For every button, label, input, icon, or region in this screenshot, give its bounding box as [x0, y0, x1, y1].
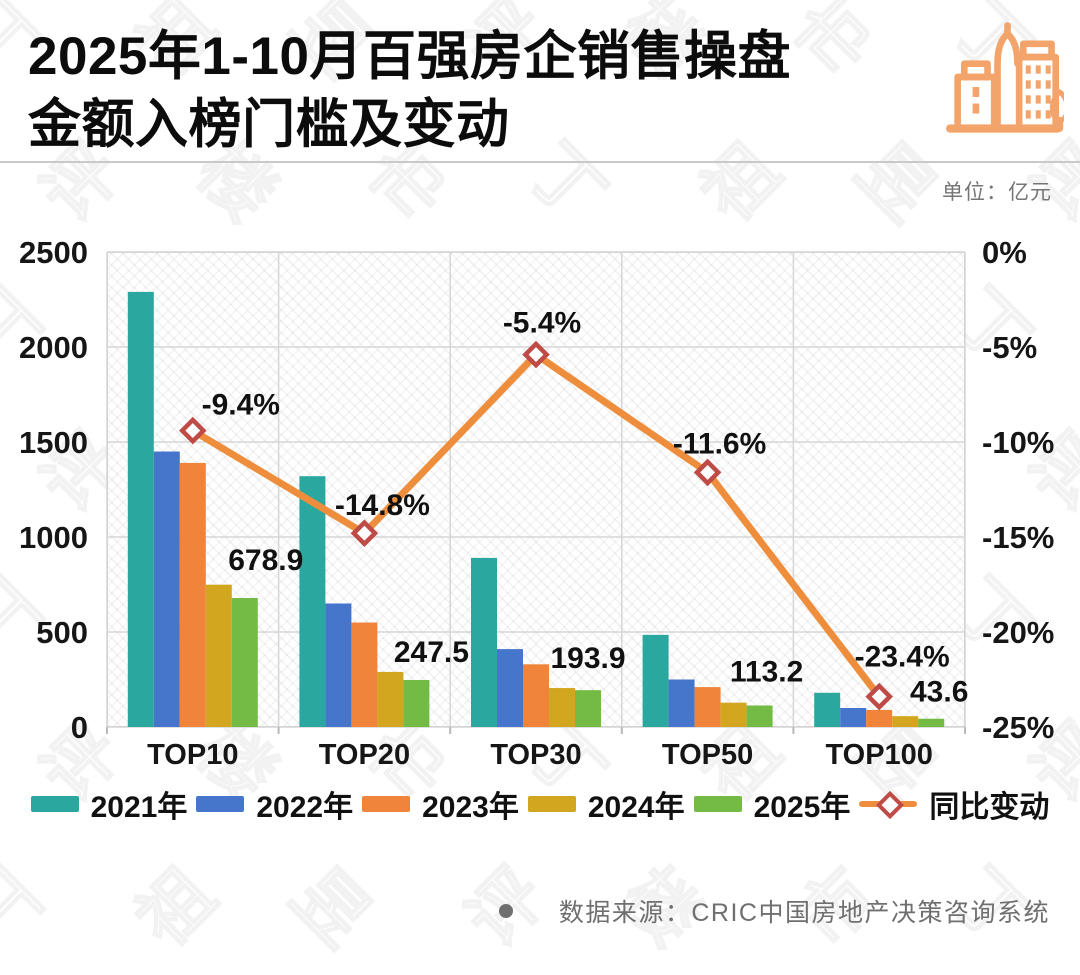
bar-value-label-top10: 678.9: [228, 544, 303, 577]
bar-top100-2023年: [866, 709, 893, 727]
legend-item-同比变动: 同比变动: [859, 782, 1049, 826]
x-axis-label-top100: TOP100: [825, 739, 932, 771]
bar-top50-2023年: [694, 687, 721, 727]
bar-top20-2023年: [351, 622, 378, 727]
bar-top50-2022年: [668, 679, 695, 727]
bar-value-label-top20: 247.5: [394, 636, 469, 669]
legend-swatch-icon: [196, 796, 245, 812]
watermark-glyph: 祖: [122, 853, 231, 962]
legend-swatch-icon: [693, 796, 742, 812]
y-axis-left-tick-5: 0: [71, 710, 88, 745]
bar-value-label-top50: 113.2: [730, 655, 803, 688]
bar-top100-2022年: [840, 708, 867, 727]
y-axis-left-tick-2: 1500: [19, 425, 88, 460]
legend-label: 2024年: [587, 791, 685, 824]
legend-diamond-icon: [876, 790, 905, 820]
page-title-line-2: 金额入榜门槛及变动: [28, 95, 510, 154]
x-axis-label-top10: TOP10: [147, 739, 238, 771]
yoy-label-top30: -5.4%: [503, 307, 581, 340]
y-axis-right-tick-0: 0%: [982, 235, 1027, 270]
legend-item-2021年: 2021年: [30, 782, 188, 826]
bar-top50-2024年: [720, 702, 747, 727]
y-axis-left-tick-1: 2000: [19, 330, 88, 365]
chart-svg: 678.9 247.5 193.9 113.2 43.6 -9.4% -14.8% -5.4%…: [19, 235, 1054, 771]
header-divider: [0, 161, 1080, 163]
legend-label: 2021年: [90, 791, 188, 824]
bar-top20-2025年: [403, 679, 430, 727]
yoy-label-top20: -14.8%: [335, 489, 430, 522]
bar-value-label-top100: 43.6: [910, 676, 968, 709]
bar-top30-2022年: [497, 649, 523, 727]
legend-swatch-icon: [362, 796, 411, 812]
yoy-label-top50: -11.6%: [673, 427, 766, 460]
source-bullet-icon: [498, 904, 513, 918]
yoy-marker-top50: [693, 458, 722, 487]
unit-label: 单位：亿元: [942, 181, 1052, 204]
watermark-glyph: 昱: [276, 853, 385, 962]
legend-label: 2022年: [256, 791, 354, 824]
bar-top100-2021年: [814, 692, 841, 727]
y-axis-right-tick-5: -25%: [982, 710, 1054, 745]
bar-top30-2025年: [575, 690, 601, 727]
bar-top10-2022年: [153, 451, 180, 727]
x-axis-label-top20: TOP20: [319, 739, 410, 771]
footer: 数据来源：CRIC中国房地产决策咨询系统: [498, 893, 1050, 929]
watermark-glyph: 丁: [0, 853, 55, 962]
legend-label: 2025年: [753, 791, 851, 824]
x-axis-label-top30: TOP30: [490, 739, 581, 771]
y-axis-right-tick-3: -15%: [982, 520, 1054, 555]
yoy-marker-top30: [522, 340, 550, 369]
legend-item-2024年: 2024年: [527, 782, 685, 826]
y-axis-right-tick-1: -5%: [982, 330, 1037, 365]
legend-item-2025年: 2025年: [693, 782, 851, 826]
bar-top10-2024年: [205, 584, 232, 727]
legend-swatch-icon: [30, 796, 79, 812]
y-axis-left-tick-3: 1000: [19, 520, 88, 555]
bar-top10-2023年: [179, 462, 206, 727]
y-axis-right-tick-2: -10%: [982, 425, 1054, 460]
page-title-line-1: 2025年1-10月百强房企销售操盘: [28, 27, 791, 86]
legend-label: 同比变动: [929, 791, 1050, 824]
bar-top100-2025年: [918, 718, 945, 727]
legend-label: 2023年: [422, 791, 519, 824]
bar-top30-2021年: [471, 557, 497, 727]
bar-top50-2021年: [642, 634, 669, 727]
yoy-label-top100: -23.4%: [855, 641, 950, 674]
source-text: 数据来源：CRIC中国房地产决策咨询系统: [558, 899, 1050, 927]
bar-top10-2021年: [127, 291, 154, 727]
legend: 2021年 2022年 2023年 2024年 2025年 同比变动: [0, 782, 1080, 826]
x-axis-label-top50: TOP50: [662, 739, 753, 771]
bar-top20-2021年: [299, 476, 326, 727]
yoy-line: [189, 351, 883, 701]
legend-line-marker-icon: [859, 790, 918, 820]
yoy-marker-top20: [350, 519, 379, 547]
bar-value-label-top30: 193.9: [550, 642, 625, 675]
bar-top20-2024年: [377, 671, 404, 727]
y-axis-left-tick-4: 500: [36, 615, 88, 650]
y-axis-right-tick-4: -20%: [982, 615, 1054, 650]
bar-top10-2025年: [231, 598, 258, 727]
bar-top30-2023年: [523, 664, 549, 727]
yoy-marker-top100: [865, 682, 893, 711]
buildings-icon: [946, 22, 1064, 133]
bar-top100-2024年: [892, 716, 919, 727]
legend-item-2022年: 2022年: [196, 782, 353, 826]
bar-top50-2025年: [746, 705, 773, 727]
y-axis-left-tick-0: 2500: [19, 235, 88, 270]
legend-item-2023年: 2023年: [362, 782, 519, 826]
bar-top20-2022年: [325, 603, 352, 727]
yoy-label-top10: -9.4%: [202, 389, 280, 422]
legend-swatch-icon: [527, 796, 576, 812]
bar-top30-2024年: [549, 688, 575, 727]
yoy-marker-top10: [179, 416, 207, 445]
